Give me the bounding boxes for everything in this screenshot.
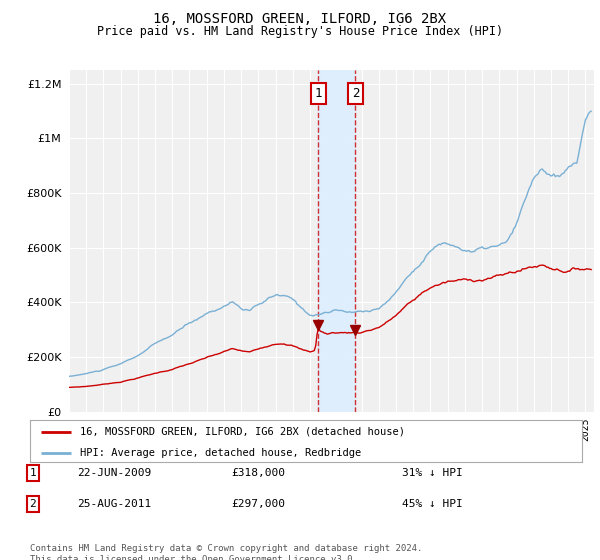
Text: 2: 2	[352, 87, 359, 100]
Text: 31% ↓ HPI: 31% ↓ HPI	[401, 468, 463, 478]
Text: Contains HM Land Registry data © Crown copyright and database right 2024.
This d: Contains HM Land Registry data © Crown c…	[30, 544, 422, 560]
Text: 25-AUG-2011: 25-AUG-2011	[77, 499, 151, 509]
Text: HPI: Average price, detached house, Redbridge: HPI: Average price, detached house, Redb…	[80, 448, 361, 458]
Text: 16, MOSSFORD GREEN, ILFORD, IG6 2BX (detached house): 16, MOSSFORD GREEN, ILFORD, IG6 2BX (det…	[80, 427, 404, 437]
Text: 1: 1	[314, 87, 322, 100]
Text: Price paid vs. HM Land Registry's House Price Index (HPI): Price paid vs. HM Land Registry's House …	[97, 25, 503, 38]
Text: £318,000: £318,000	[231, 468, 285, 478]
Text: 16, MOSSFORD GREEN, ILFORD, IG6 2BX: 16, MOSSFORD GREEN, ILFORD, IG6 2BX	[154, 12, 446, 26]
Bar	[318, 70, 355, 412]
Text: 1: 1	[29, 468, 37, 478]
Text: 22-JUN-2009: 22-JUN-2009	[77, 468, 151, 478]
Text: 45% ↓ HPI: 45% ↓ HPI	[401, 499, 463, 509]
Text: 2: 2	[29, 499, 37, 509]
Text: £297,000: £297,000	[231, 499, 285, 509]
